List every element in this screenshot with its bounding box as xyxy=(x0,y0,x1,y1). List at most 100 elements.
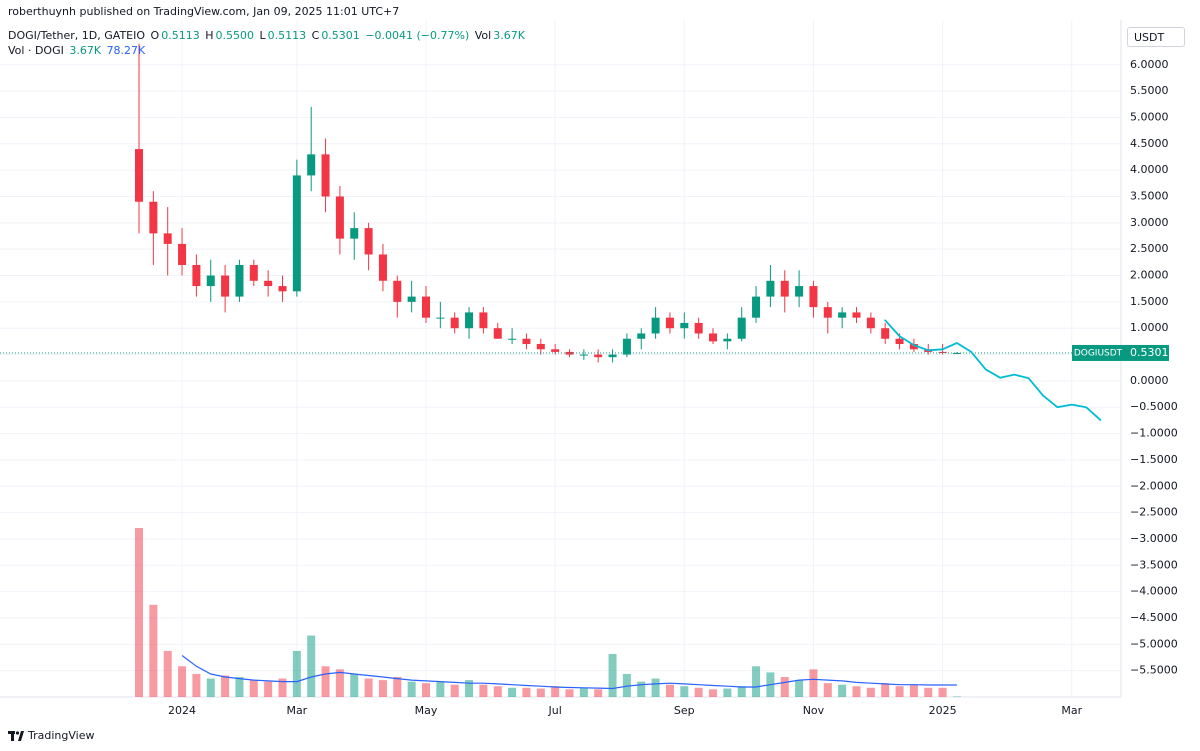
candle-body xyxy=(752,296,761,318)
volume-bar xyxy=(249,680,258,697)
candle-body xyxy=(938,351,947,353)
volume-bar xyxy=(651,678,660,697)
volume-bar xyxy=(823,683,832,697)
candle-body xyxy=(149,201,158,234)
logo xyxy=(8,730,24,741)
volume-pane xyxy=(135,528,961,697)
y-tick-label: 2.0000 xyxy=(1130,269,1169,282)
publisher: roberthuynh published on TradingView.com… xyxy=(8,5,400,18)
volume-bar xyxy=(235,677,244,697)
volume-bar xyxy=(465,680,474,697)
volume-bar xyxy=(723,688,732,697)
candle-body xyxy=(221,275,230,297)
candle-body xyxy=(465,312,474,329)
candle-body xyxy=(895,338,904,345)
candle-body xyxy=(335,196,344,239)
y-tick-label: 3.0000 xyxy=(1130,216,1169,229)
currency-button[interactable]: USDT xyxy=(1127,27,1185,47)
candle-body xyxy=(723,338,732,342)
x-tick-label: Mar xyxy=(286,704,307,717)
candle-body xyxy=(637,333,646,339)
label: C xyxy=(311,29,320,42)
volume-bar xyxy=(579,687,588,697)
value: 3.67K xyxy=(69,44,102,57)
candle-body xyxy=(307,154,316,176)
y-tick-label: −3.5000 xyxy=(1130,558,1178,571)
candle-body xyxy=(450,317,459,329)
volume-ma-line xyxy=(181,655,957,690)
candle-body xyxy=(249,264,258,281)
volume-bar xyxy=(895,686,904,697)
y-tick-label: 5.5000 xyxy=(1130,84,1169,97)
volume-bar xyxy=(264,681,273,697)
y-tick-label: −1.5000 xyxy=(1130,453,1178,466)
candle-body xyxy=(178,243,187,265)
value: 78.27K xyxy=(106,44,146,57)
candle-body xyxy=(350,228,359,239)
legend-row: DOGI/Tether, 1D, GATEIO O 0.5113 H 0.5500 … xyxy=(8,29,527,42)
volume-bar xyxy=(149,604,158,697)
x-tick-label: 2024 xyxy=(168,704,196,717)
candle-body xyxy=(292,175,301,292)
volume-bar xyxy=(307,635,316,697)
label: L xyxy=(259,29,266,42)
volume-bar xyxy=(278,678,287,697)
label: Vol xyxy=(474,29,492,42)
volume-bar xyxy=(221,675,230,697)
candle-body xyxy=(393,280,402,302)
volume-bar xyxy=(436,681,445,697)
label: H xyxy=(205,29,214,42)
candle-body xyxy=(780,280,789,297)
price-pane xyxy=(0,43,1121,421)
candle-body xyxy=(192,264,201,287)
volume-bar xyxy=(866,687,875,697)
volume-bar xyxy=(522,687,531,697)
volume-bar xyxy=(838,684,847,697)
volume-bar xyxy=(407,681,416,697)
volume-bar xyxy=(335,669,344,697)
volume-bar xyxy=(422,683,430,697)
price-tag xyxy=(1124,344,1169,361)
volume-bar xyxy=(551,686,560,697)
volume-bar xyxy=(608,653,617,697)
volume-bar xyxy=(450,684,459,697)
x-tick-label: May xyxy=(415,704,438,717)
candle-body xyxy=(536,344,545,350)
candle-body xyxy=(823,307,832,318)
candle-body xyxy=(407,296,416,302)
candle-body xyxy=(608,354,617,358)
candle-body xyxy=(881,328,890,339)
volume-bar xyxy=(292,650,301,697)
projection-line xyxy=(884,319,1102,421)
volume-bar xyxy=(809,669,818,697)
candle-body xyxy=(709,333,717,342)
candle-body xyxy=(522,338,531,345)
volume-bar xyxy=(594,689,603,697)
price-tag-name: DOGIUSDT xyxy=(1074,348,1123,358)
candle-body xyxy=(622,338,631,355)
candle-body xyxy=(321,154,330,197)
candle-body xyxy=(594,354,603,358)
candle-body xyxy=(264,280,273,287)
candle-body xyxy=(680,322,689,329)
symbol: DOGI/Tether, 1D, GATEIO xyxy=(8,29,146,42)
y-tick-label: 4.0000 xyxy=(1130,163,1169,176)
candle-body xyxy=(551,349,560,352)
y-tick-label: 6.0000 xyxy=(1130,58,1169,71)
candle-body xyxy=(235,264,244,297)
y-tick-label: −1.0000 xyxy=(1130,427,1178,440)
volume-bar xyxy=(321,666,330,697)
volume-bar xyxy=(909,684,918,697)
volume-bar xyxy=(752,666,761,697)
candle-body xyxy=(737,317,746,339)
volume-bar xyxy=(378,680,387,697)
volume-bar xyxy=(680,686,689,697)
volume-bar xyxy=(938,687,947,697)
volume-bar xyxy=(952,696,961,697)
candle-body xyxy=(852,312,861,318)
y-tick-label: −4.5000 xyxy=(1130,611,1178,624)
volume-bar xyxy=(393,677,402,697)
grid xyxy=(0,20,1121,697)
candle-body xyxy=(809,286,818,308)
